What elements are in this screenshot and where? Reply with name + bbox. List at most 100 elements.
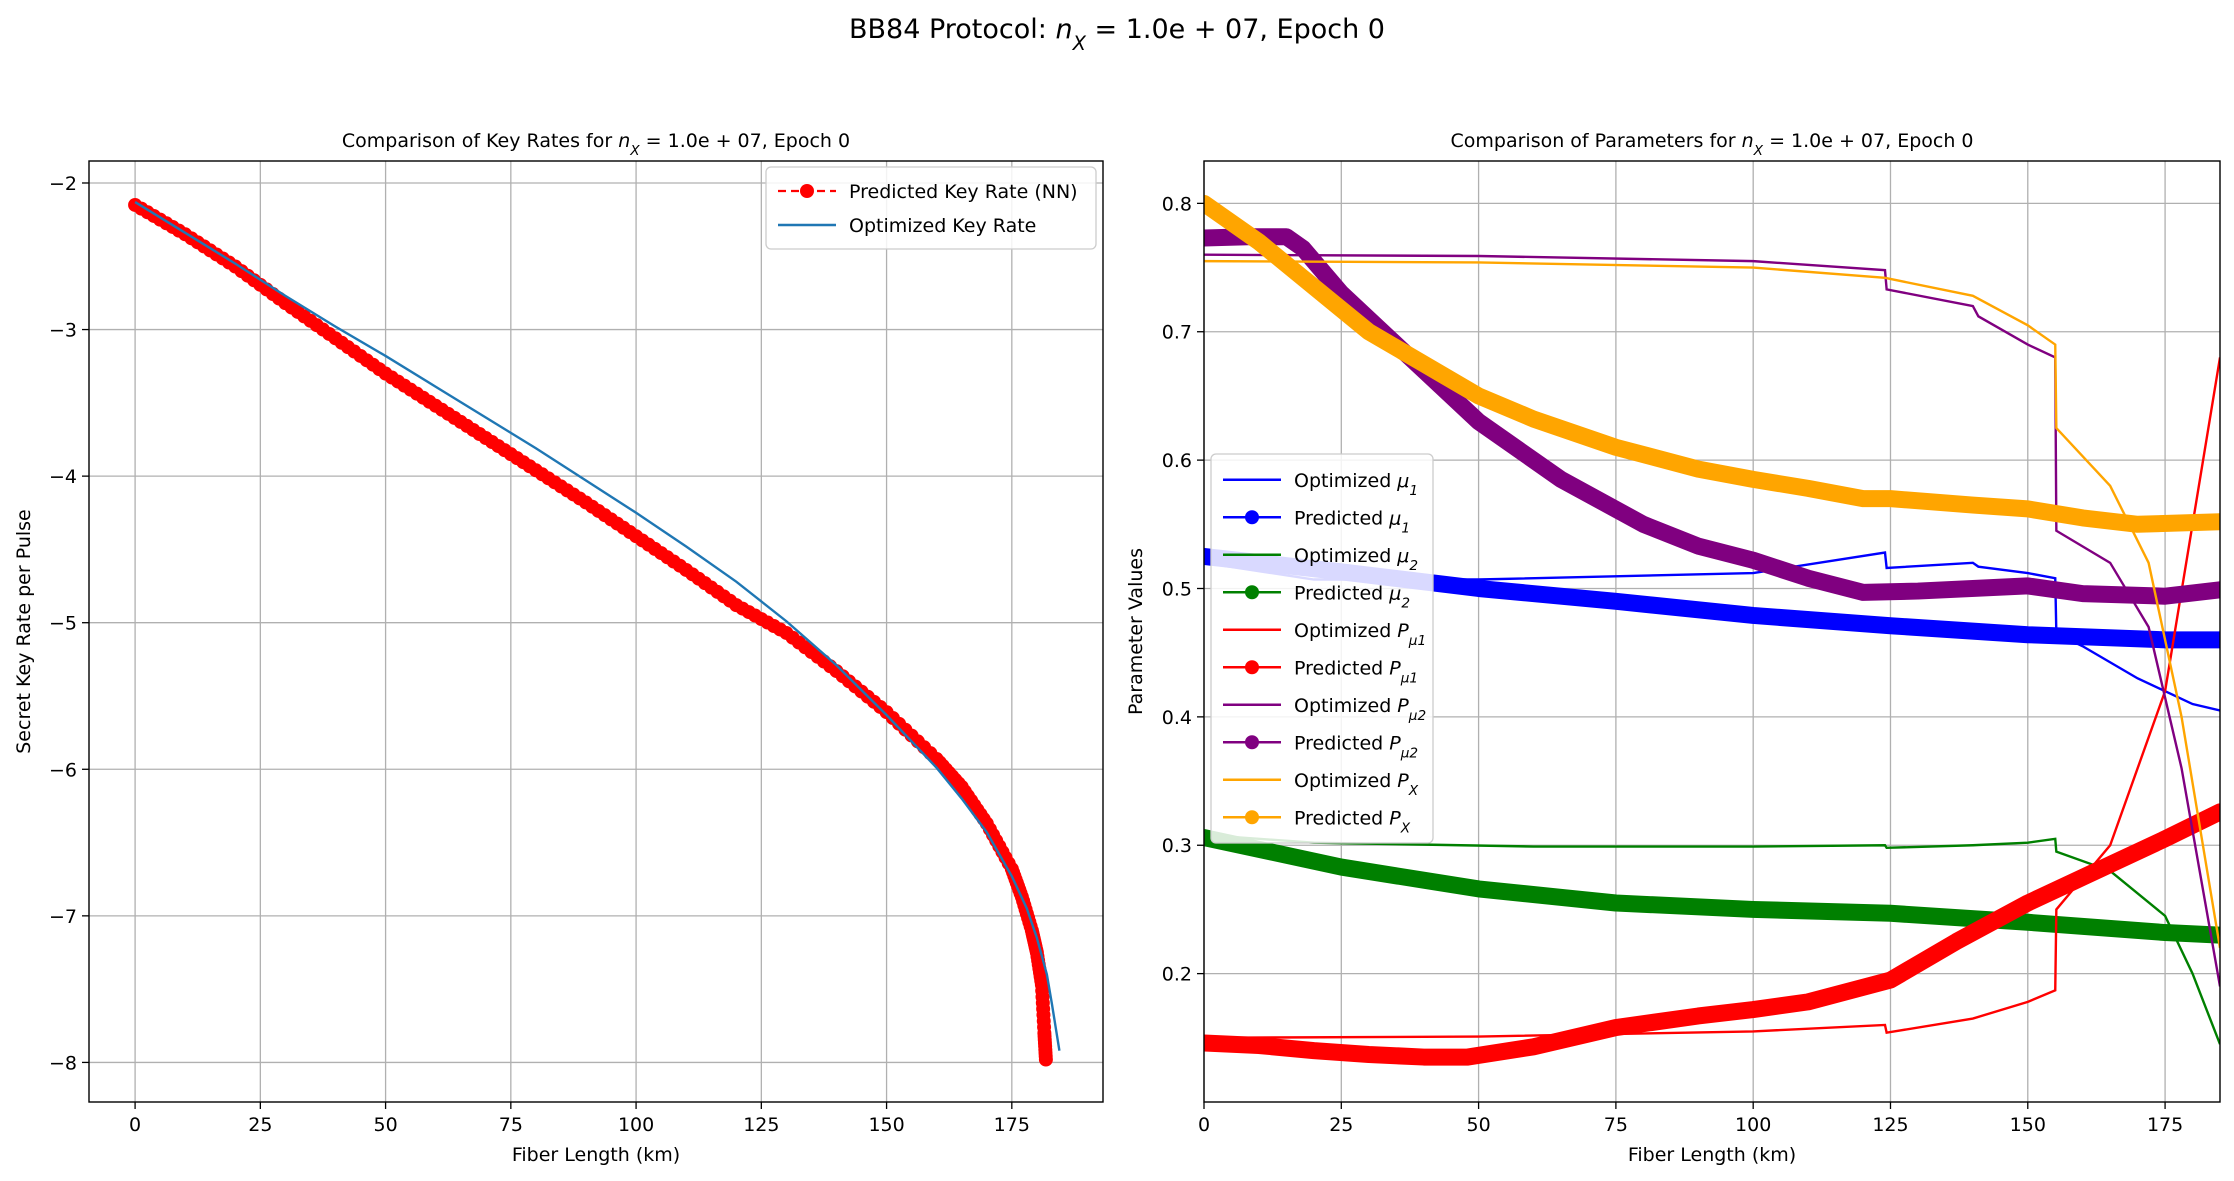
legend-entry-optimized-1: Optimized μ1 — [1223, 470, 1418, 499]
x-tick-label: 25 — [248, 1114, 272, 1136]
legend-marker — [800, 184, 814, 198]
y-tick-label: −8 — [49, 1052, 77, 1074]
legend-entry-predicted-p-2: Predicted Pμ2 — [1223, 732, 1418, 761]
x-tick-label: 125 — [743, 1114, 779, 1136]
x-tick-label: 0 — [129, 1114, 141, 1136]
legend-marker — [1245, 660, 1259, 675]
series-optimized-p-2-line — [1204, 253, 2220, 987]
series-optimized-p-1 — [1204, 357, 2220, 1040]
x-tick-label: 75 — [499, 1114, 523, 1136]
ticks: 0 25 50 75 100 125 150 175 0.2 0.3 0.4 0.5 0.6 0.7 0.8 — [1162, 193, 2183, 1136]
y-tick-label: 0.4 — [1162, 707, 1192, 729]
x-tick-label: 50 — [373, 1114, 397, 1136]
legend-marker — [1245, 510, 1259, 525]
legend-entry-optimized-key-rate: Optimized Key Rate — [778, 215, 1036, 237]
series-optimized-px-line — [1204, 259, 2220, 949]
legend-label: Predicted PX — [1294, 807, 1411, 836]
legend-entry-optimized-p-1: Optimized Pμ1 — [1223, 620, 1426, 649]
grid — [89, 161, 1103, 1102]
legend-label: Optimized Key Rate — [849, 215, 1036, 237]
legend-label: Predicted μ1 — [1294, 507, 1410, 536]
legend-label: Optimized PX — [1294, 770, 1419, 799]
chart-title: Comparison of Key Rates for nX = 1.0e + … — [342, 130, 850, 159]
legend-entry-predicted-1: Predicted μ1 — [1223, 507, 1410, 536]
y-tick-label: −7 — [49, 906, 77, 928]
y-tick-label: 0.5 — [1162, 578, 1192, 600]
y-tick-label: −2 — [49, 173, 77, 195]
figure-suptitle: BB84 Protocol: nX = 1.0e + 07, Epoch 0 — [849, 14, 1385, 55]
series-predicted-2 — [1204, 829, 2220, 944]
series-optimized-1-line — [1204, 551, 2220, 712]
x-tick-label: 175 — [994, 1114, 1030, 1136]
legend: Optimized μ1 Predicted μ1 Optimized μ2 Pred… — [1210, 453, 1434, 844]
legend: Predicted Key Rate (NN) Optimized Key Rat… — [765, 166, 1097, 250]
x-tick-label: 100 — [618, 1114, 654, 1136]
series-optimized-2-line — [1204, 833, 2220, 1045]
series-predicted-p-1 — [1204, 803, 2220, 1066]
y-axis-label: Parameter Values — [1125, 548, 1147, 715]
axes-frame — [88, 160, 1104, 1103]
x-tick-label: 150 — [868, 1114, 904, 1136]
x-tick-label: 125 — [1872, 1114, 1908, 1136]
legend-marker — [1245, 585, 1259, 600]
legend-entry-optimized-p-2: Optimized Pμ2 — [1223, 695, 1426, 724]
series-optimized-p-1-line — [1204, 357, 2220, 1040]
legend-label: Predicted Pμ1 — [1294, 657, 1418, 686]
x-axis-label: Fiber Length (km) — [512, 1144, 680, 1166]
series-optimized-1 — [1204, 551, 2220, 712]
series-predicted-2-line — [1204, 829, 2220, 944]
legend-entry-predicted-px: Predicted PX — [1223, 807, 1411, 836]
chart-title: Comparison of Parameters for nX = 1.0e +… — [1451, 130, 1974, 159]
series-predicted-key-rate-nn- — [128, 197, 1053, 1067]
legend-entry-predicted-2: Predicted μ2 — [1223, 582, 1410, 611]
y-tick-label: 0.2 — [1162, 964, 1192, 986]
series-optimized-px — [1204, 259, 2220, 949]
legend-label: Predicted μ2 — [1294, 582, 1410, 611]
legend-entry-optimized-px: Optimized PX — [1223, 770, 1419, 799]
legend-label: Optimized Pμ2 — [1294, 695, 1426, 724]
y-tick-label: −3 — [49, 320, 77, 342]
y-axis-label: Secret Key Rate per Pulse — [13, 509, 35, 754]
legend-label: Optimized μ1 — [1294, 470, 1418, 499]
series-optimized-2 — [1204, 833, 2220, 1045]
series-optimized-key-rate — [134, 201, 1061, 1051]
series-predicted-p-1-line — [1204, 803, 2220, 1066]
legend-entry-predicted-key-rate-nn-: Predicted Key Rate (NN) — [778, 181, 1078, 203]
y-tick-label: 0.6 — [1162, 450, 1192, 472]
legend-frame — [765, 166, 1097, 250]
parameter-chart: 0 25 50 75 100 125 150 175 0.2 0.3 0.4 0.5 0.6 0.7 0.8… — [1125, 130, 2221, 1166]
y-tick-label: −6 — [49, 759, 77, 781]
series-predicted-px-line — [1204, 194, 2220, 533]
legend-entry-predicted-p-1: Predicted Pμ1 — [1223, 657, 1418, 686]
plot-area — [128, 197, 1061, 1067]
series-optimized-p-2 — [1204, 253, 2220, 987]
x-axis-label: Fiber Length (km) — [1628, 1144, 1796, 1166]
y-tick-label: 0.7 — [1162, 322, 1192, 344]
series-predicted-p-2-line — [1204, 228, 2220, 605]
axes-frame — [1203, 160, 2221, 1103]
x-tick-label: 75 — [1604, 1114, 1628, 1136]
legend-entry-optimized-2: Optimized μ2 — [1223, 545, 1418, 574]
legend-label: Optimized μ2 — [1294, 545, 1418, 574]
series-predicted-p-2 — [1204, 228, 2220, 605]
series-optimized-key-rate-line — [134, 201, 1061, 1051]
legend-label: Predicted Key Rate (NN) — [849, 181, 1078, 203]
key-rate-chart: 0 25 50 75 100 125 150 175 −8 −7 −6 −5 −4 −3 −2 Compari… — [13, 130, 1104, 1166]
x-tick-label: 175 — [2147, 1114, 2183, 1136]
legend-frame — [1210, 453, 1434, 844]
x-tick-label: 0 — [1198, 1114, 1210, 1136]
series-predicted-key-rate-nn--marker — [1038, 1052, 1053, 1067]
x-tick-label: 50 — [1467, 1114, 1491, 1136]
legend-marker — [1245, 810, 1259, 825]
y-tick-label: 0.8 — [1162, 193, 1192, 215]
y-tick-label: 0.3 — [1162, 835, 1192, 857]
series-predicted-px — [1204, 194, 2220, 533]
x-tick-label: 25 — [1329, 1114, 1353, 1136]
legend-label: Predicted Pμ2 — [1294, 732, 1418, 761]
legend-marker — [1245, 735, 1259, 750]
y-tick-label: −5 — [49, 613, 77, 635]
x-tick-label: 150 — [2010, 1114, 2046, 1136]
legend-label: Optimized Pμ1 — [1294, 620, 1426, 649]
x-tick-label: 100 — [1735, 1114, 1771, 1136]
ticks: 0 25 50 75 100 125 150 175 −8 −7 −6 −5 −4 −3 −2 — [49, 173, 1030, 1136]
